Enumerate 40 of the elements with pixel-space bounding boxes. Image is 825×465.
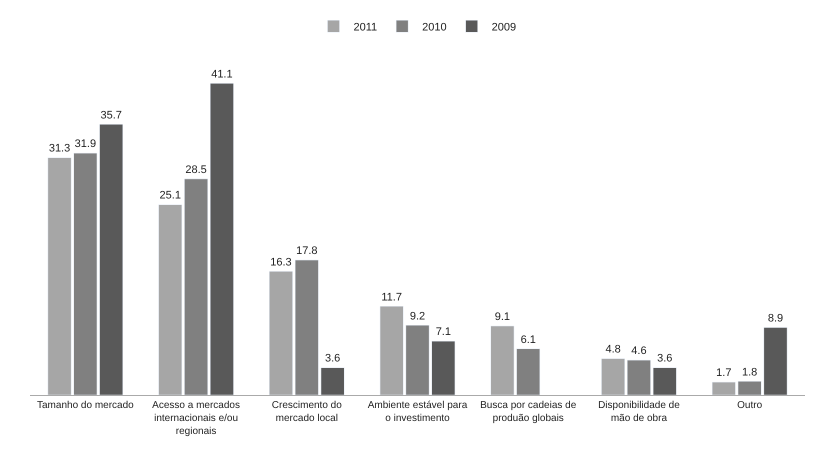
data-label: 8.9 bbox=[768, 312, 784, 325]
data-label: 31.3 bbox=[48, 142, 70, 155]
data-label: 4.6 bbox=[631, 345, 647, 358]
data-label: 31.9 bbox=[74, 138, 96, 150]
bar bbox=[627, 360, 651, 395]
bar bbox=[294, 260, 319, 395]
bar bbox=[764, 327, 788, 395]
legend-label: 2011 bbox=[354, 22, 378, 34]
data-label: 7.1 bbox=[436, 326, 451, 338]
bar bbox=[652, 367, 677, 395]
x-tick-label: Crescimento do mercado local bbox=[272, 400, 342, 424]
data-label: 16.3 bbox=[270, 256, 292, 268]
legend-label: 2009 bbox=[492, 22, 516, 34]
data-label: 4.8 bbox=[605, 344, 621, 356]
data-label: 3.6 bbox=[657, 352, 672, 365]
data-label: 3.6 bbox=[324, 352, 340, 365]
x-tick-label: Tamanho do mercado bbox=[36, 400, 134, 411]
data-label: 6.1 bbox=[520, 334, 536, 346]
data-label: 9.2 bbox=[410, 310, 426, 322]
data-label: 17.8 bbox=[296, 245, 318, 258]
x-tick-label: Acesso a mercados internacionais e/ou regionais bbox=[152, 400, 240, 437]
data-label: 28.5 bbox=[185, 164, 207, 176]
data-label: 35.7 bbox=[100, 109, 122, 122]
x-tick-label: Outro bbox=[737, 400, 763, 411]
data-label: 11.7 bbox=[381, 291, 402, 304]
data-label: 1.8 bbox=[742, 366, 758, 378]
data-label: 1.7 bbox=[716, 367, 732, 380]
bar bbox=[320, 367, 344, 395]
data-label: 25.1 bbox=[160, 190, 181, 202]
x-tick-label: Ambiente estável para o investimento bbox=[368, 400, 468, 424]
bar bbox=[516, 348, 540, 395]
data-label: 41.1 bbox=[211, 68, 233, 80]
bar bbox=[184, 178, 208, 395]
bar bbox=[406, 325, 430, 395]
data-label: 9.1 bbox=[494, 311, 510, 324]
x-tick-label: Busca por cadeias de produão globais bbox=[480, 400, 577, 424]
x-tick-label: Disponibilidade de mão de obra bbox=[598, 400, 680, 424]
legend-label: 2010 bbox=[422, 22, 447, 34]
bar bbox=[210, 83, 234, 395]
bar bbox=[431, 340, 456, 395]
